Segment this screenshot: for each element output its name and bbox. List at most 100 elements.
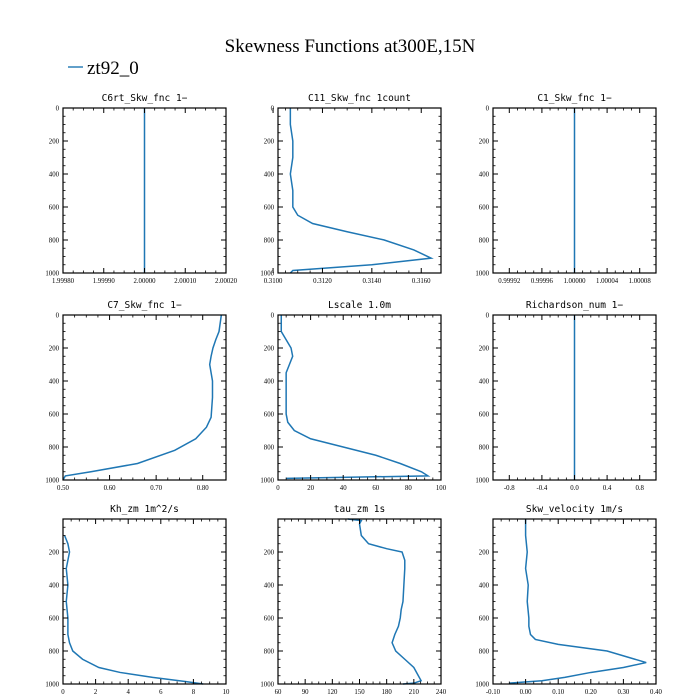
y-tick-label: 800	[49, 238, 60, 245]
panel-title: C11_Skw_fnc 1count	[308, 93, 411, 104]
y-tick-label: 800	[264, 238, 275, 245]
y-tick-label: 0	[56, 313, 60, 320]
x-tick-label: 2.00010	[174, 278, 197, 285]
panel-3: C1_Skw_fnc 1− 0.99992 0.99996 1.00000 1.0000…	[475, 93, 657, 285]
panel-1: C6rt_Skw_fnc 1− 1.99980 1.99990 2.00000 2.00…	[45, 93, 237, 285]
y-tick-label: 400	[479, 172, 490, 179]
y-tick-label: 400	[49, 379, 60, 386]
y-tick-label: 600	[479, 205, 490, 212]
x-tick-label: 20	[307, 485, 314, 492]
x-tick-label: 40	[340, 485, 347, 492]
y-tick-label: 1000	[45, 271, 59, 278]
x-tick-label: 0.3120	[313, 278, 332, 285]
y-tick-label: 600	[49, 412, 60, 419]
y-tick-label: 800	[264, 445, 275, 452]
x-tick-label: 0.3100	[264, 278, 283, 285]
y-tick-label: 800	[49, 649, 60, 656]
y-tick-label: 0	[486, 106, 490, 113]
y-tick-label: 1000	[45, 682, 59, 689]
y-tick-label: 200	[264, 346, 275, 353]
y-tick-label: 1000	[475, 271, 489, 278]
panel-4: C7_Skw_fnc 1− 0.50 0.60 0.70 0.80 0 200 400 600 8…	[45, 300, 227, 492]
panel-7: Kh_zm 1m^2/s 0 2 4 6 8 10 200 400 600 800 1000	[45, 504, 230, 696]
y-tick-label: 1000	[45, 478, 59, 485]
y-tick-label: 0	[271, 313, 275, 320]
axes-frame	[277, 107, 442, 274]
y-tick-label: 200	[49, 139, 60, 146]
y-tick-label: 600	[49, 205, 60, 212]
y-tick-label: 0	[271, 106, 275, 113]
y-tick-label: 200	[49, 550, 60, 557]
x-tick-label: 0.99996	[531, 278, 554, 285]
panel-8: tau_zm 1s 60 90 120 150 180 210 240 200 400 600 800…	[260, 504, 446, 696]
panel-title: Richardson_num 1−	[526, 300, 624, 311]
x-tick-label: 120	[327, 689, 338, 696]
panels: C6rt_Skw_fnc 1− 1.99980 1.99990 2.00000 2.00…	[45, 93, 662, 696]
y-tick-label: 800	[479, 649, 490, 656]
figure-title: Skewness Functions at300E,15N	[225, 36, 476, 57]
x-tick-label: 210	[409, 689, 420, 696]
x-tick-label: 150	[354, 689, 365, 696]
series-line	[509, 519, 647, 684]
x-tick-label: 1.00004	[596, 278, 619, 285]
x-tick-label: 240	[436, 689, 447, 696]
x-tick-label: 0.10	[552, 689, 564, 696]
y-tick-label: 400	[479, 379, 490, 386]
y-tick-label: 200	[479, 346, 490, 353]
axes-frame	[277, 314, 442, 481]
x-tick-label: 180	[382, 689, 393, 696]
x-tick-label: 1.99990	[93, 278, 116, 285]
series-line	[289, 108, 434, 274]
y-tick-label: 400	[479, 583, 490, 590]
axes-frame	[492, 518, 657, 685]
x-tick-label: 0.80	[197, 485, 209, 492]
y-tick-label: 1000	[260, 478, 274, 485]
y-tick-label: 200	[479, 550, 490, 557]
x-tick-label: 10	[223, 689, 230, 696]
x-tick-label: 100	[436, 485, 447, 492]
y-tick-label: 800	[49, 445, 60, 452]
series-line	[280, 315, 431, 480]
y-tick-label: 400	[49, 172, 60, 179]
x-tick-label: 0.50	[57, 485, 69, 492]
series-line	[347, 518, 423, 685]
y-tick-label: 600	[264, 412, 275, 419]
y-tick-label: 800	[479, 238, 490, 245]
y-tick-label: 200	[479, 139, 490, 146]
x-tick-label: 4	[126, 689, 130, 696]
x-tick-label: 0.70	[150, 485, 162, 492]
x-tick-label: -0.8	[504, 485, 515, 492]
x-tick-label: 1.99980	[52, 278, 75, 285]
y-tick-label: 600	[264, 616, 275, 623]
y-tick-label: 400	[264, 379, 275, 386]
legend-label: zt92_0	[87, 58, 139, 79]
x-tick-label: 0.3160	[412, 278, 431, 285]
panel-9: Skw_velocity 1m/s -0.10 0.00 0.10 0.20 0.30 0.…	[475, 504, 662, 696]
y-tick-label: 400	[264, 172, 275, 179]
x-tick-label: 1.00008	[629, 278, 652, 285]
panel-title: Kh_zm 1m^2/s	[110, 504, 179, 515]
panel-title: Lscale 1.0m	[328, 300, 391, 311]
x-tick-label: 60	[372, 485, 379, 492]
axes-frame	[62, 518, 227, 685]
y-tick-label: 1000	[475, 478, 489, 485]
y-tick-label: 800	[479, 445, 490, 452]
series-line	[63, 535, 204, 685]
x-tick-label: 0.00	[520, 689, 532, 696]
x-tick-label: 0.30	[617, 689, 629, 696]
y-tick-label: 200	[49, 346, 60, 353]
x-tick-label: 1.00000	[563, 278, 586, 285]
x-tick-label: 0.3140	[362, 278, 381, 285]
x-tick-label: 2	[94, 689, 98, 696]
series-line	[62, 314, 223, 481]
y-tick-label: 1000	[260, 682, 274, 689]
x-tick-label: 0.8	[635, 485, 644, 492]
x-tick-label: 2.00000	[133, 278, 156, 285]
x-tick-label: -0.4	[537, 485, 548, 492]
y-tick-label: 600	[479, 616, 490, 623]
y-tick-label: 0	[56, 106, 60, 113]
x-tick-label: 60	[275, 689, 282, 696]
axes-frame	[62, 314, 227, 481]
x-tick-label: 0.4	[603, 485, 612, 492]
